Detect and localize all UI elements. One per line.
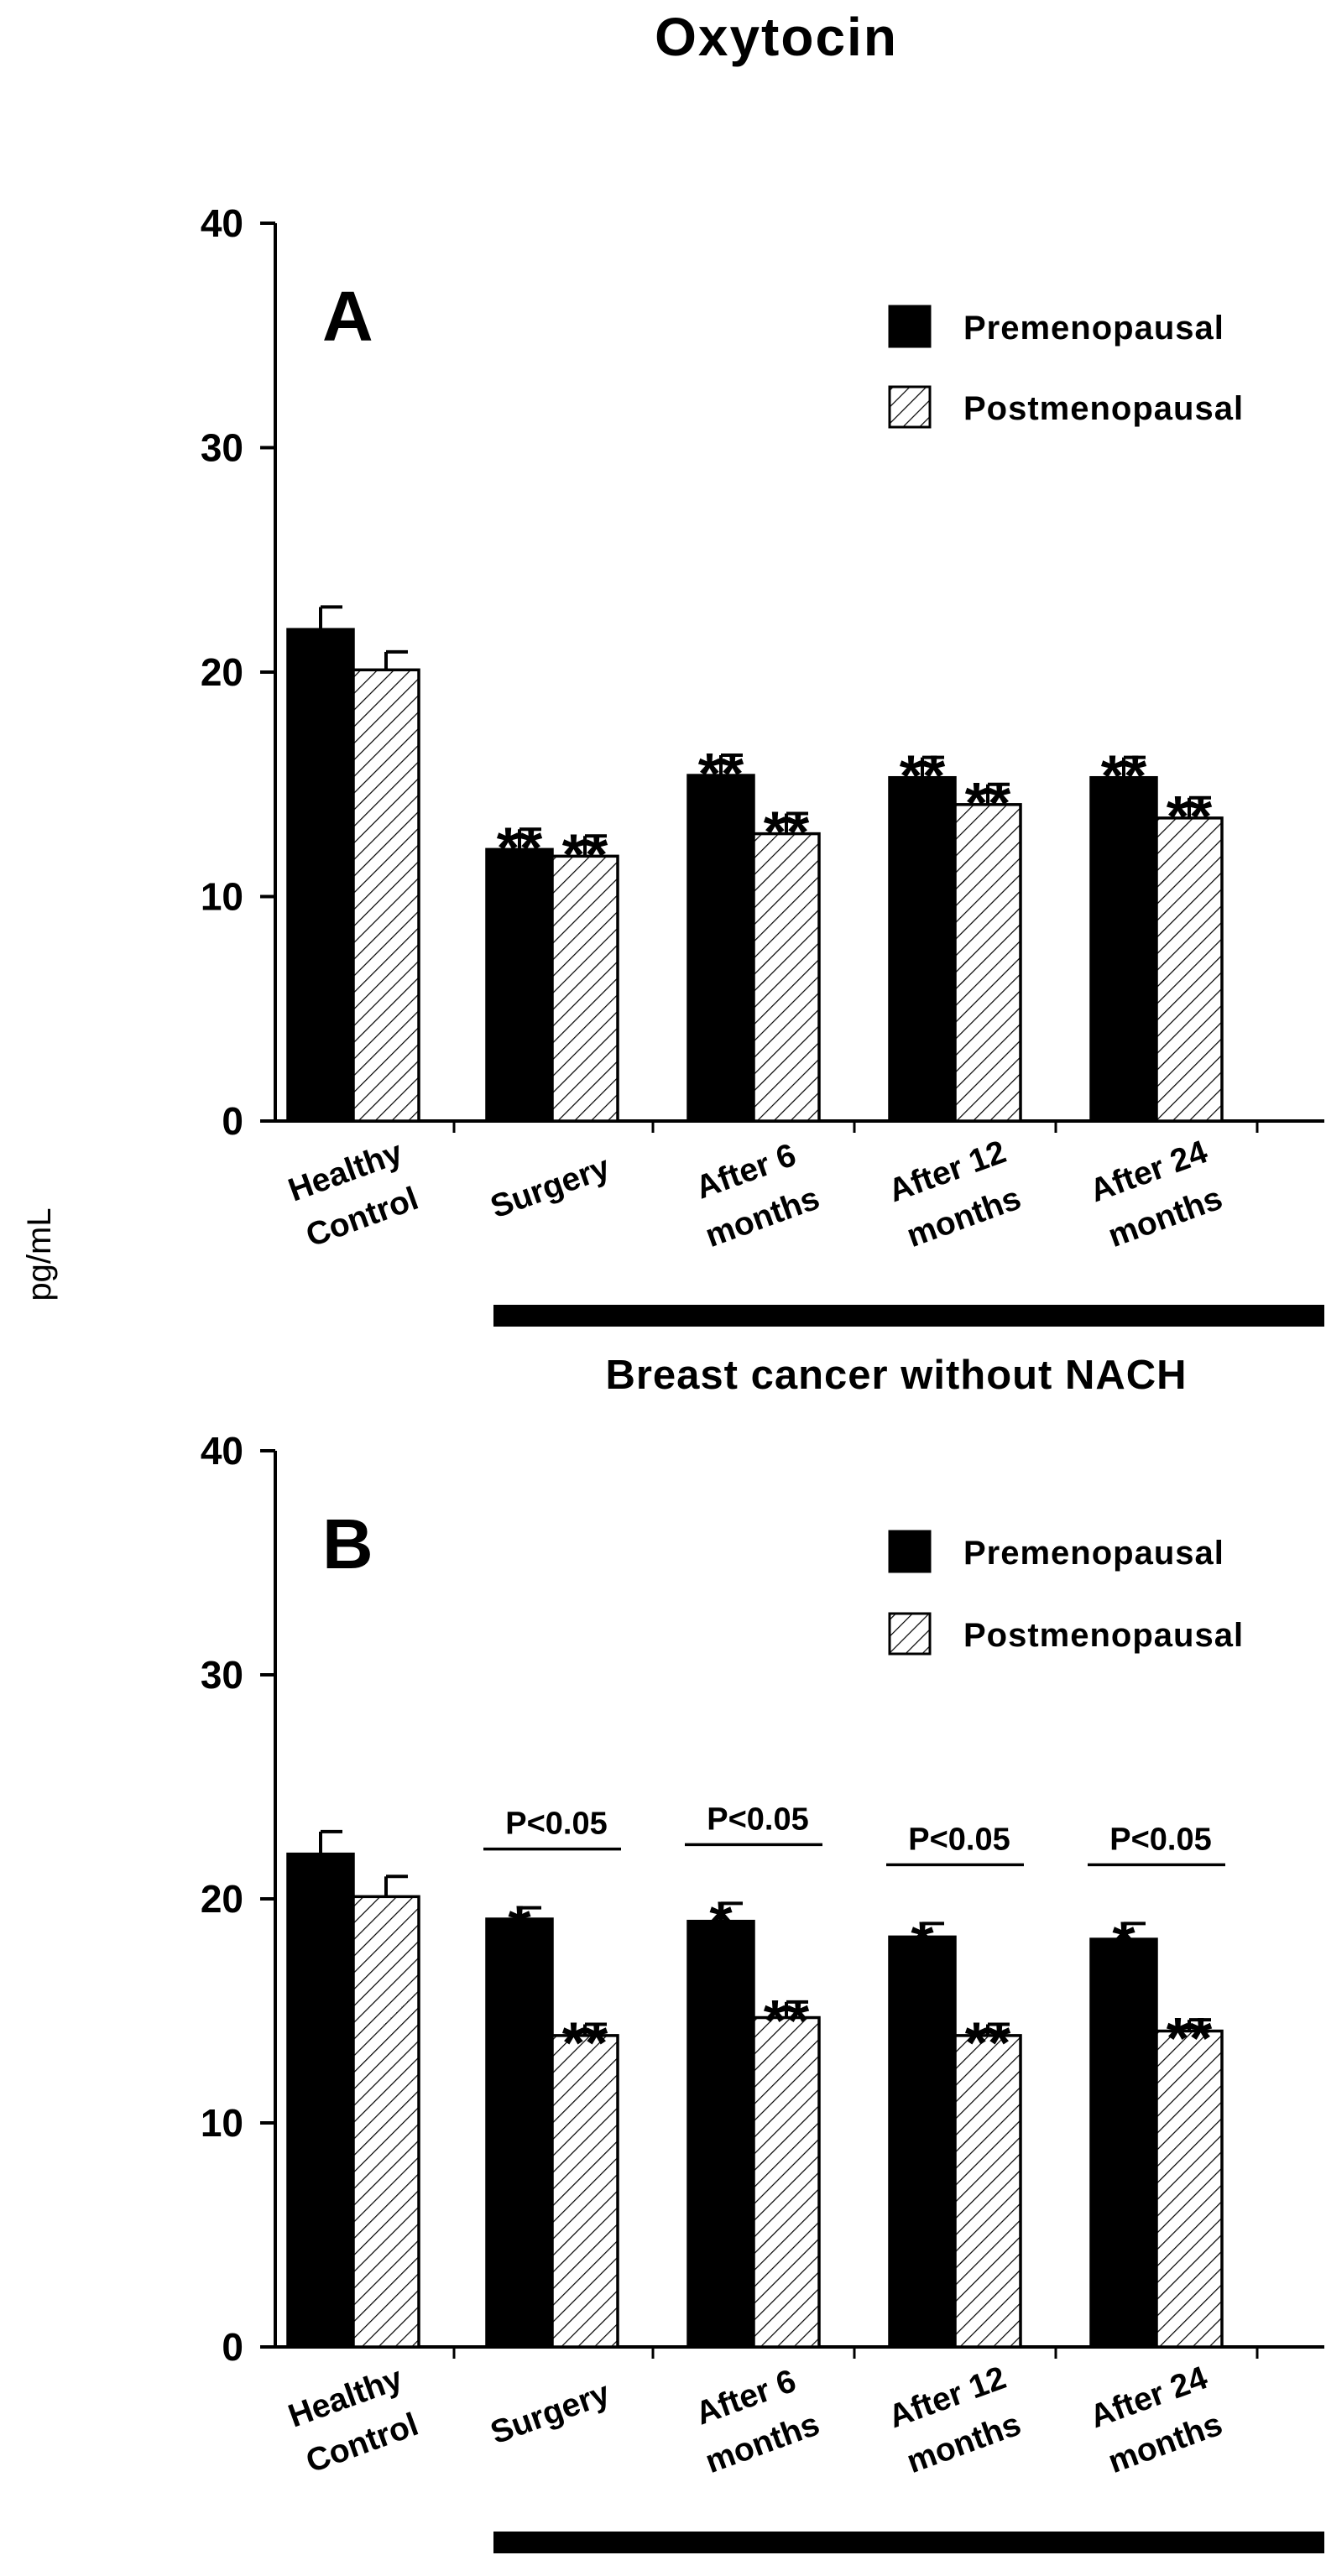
category-label: HealthyControl — [284, 2360, 424, 2480]
comparison-pvalue: P<0.05 — [707, 1802, 809, 1837]
bar-postmenopausal — [352, 1895, 420, 2349]
category-label: After 24months — [1085, 2360, 1229, 2481]
bar-premenopausal — [286, 1852, 355, 2349]
significance-marker: ** — [1167, 784, 1213, 849]
bar-premenopausal — [485, 1917, 554, 2349]
bar-postmenopausal — [752, 2015, 821, 2349]
legend-swatch-premenopausal — [888, 305, 932, 348]
legend-label: Premenopausal — [963, 310, 1224, 347]
bar-postmenopausal — [1155, 816, 1224, 1123]
significance-marker: ** — [562, 2010, 608, 2076]
significance-marker: ** — [900, 743, 946, 809]
category-label: After 6months — [684, 1134, 824, 1254]
category-label: Surgery — [486, 1150, 615, 1226]
significance-marker: ** — [562, 821, 608, 887]
bar-premenopausal — [888, 1935, 957, 2349]
category-label: After 6months — [684, 2360, 824, 2480]
y-tick-label: 20 — [201, 1877, 243, 1921]
bar-postmenopausal — [953, 803, 1022, 1123]
significance-marker: ** — [497, 815, 543, 880]
y-tick-label: 40 — [201, 201, 243, 245]
legend-swatch-premenopausal — [888, 1530, 932, 1573]
category-label-line: Surgery — [486, 1150, 615, 1226]
bar-postmenopausal — [551, 2034, 619, 2349]
y-tick-label: 0 — [222, 1099, 243, 1143]
significance-marker: ** — [1167, 2005, 1213, 2071]
significance-marker: ** — [764, 800, 810, 865]
y-tick-label: 10 — [201, 2101, 243, 2145]
significance-marker: * — [1112, 1909, 1135, 1974]
significance-marker: ** — [1101, 743, 1147, 809]
bar-postmenopausal — [1155, 2029, 1224, 2349]
category-label: After 12months — [884, 2360, 1027, 2481]
y-tick-label: 40 — [201, 1429, 243, 1473]
legend-label: Postmenopausal — [963, 390, 1244, 427]
group-bracket-bar — [493, 1305, 1324, 1327]
group-bracket-bar — [493, 2532, 1324, 2553]
bar-premenopausal — [286, 628, 355, 1123]
significance-marker: ** — [698, 741, 744, 806]
category-label: HealthyControl — [284, 1134, 424, 1254]
panel-letter: B — [322, 1504, 373, 1583]
panel-a-chart: 0 10 20 30 40 A Premenopausal Postmenopausal ** *… — [201, 201, 1324, 1398]
bar-premenopausal — [686, 1919, 755, 2349]
comparison-pvalue: P<0.05 — [1109, 1822, 1212, 1857]
legend-swatch-postmenopausal — [888, 1612, 932, 1656]
significance-marker: * — [911, 1909, 934, 1974]
significance-marker: ** — [965, 2010, 1011, 2076]
significance-marker: ** — [965, 770, 1011, 836]
y-tick-label: 0 — [222, 2325, 243, 2369]
bar-postmenopausal — [752, 832, 821, 1123]
y-tick-label: 30 — [201, 1653, 243, 1697]
y-tick-label: 20 — [201, 650, 243, 694]
category-label: Surgery — [486, 2375, 615, 2452]
legend-label: Premenopausal — [963, 1535, 1224, 1572]
category-label: After 12months — [884, 1134, 1027, 1255]
y-tick-label: 10 — [201, 875, 243, 919]
group-label: Breast cancer without NACH — [605, 1353, 1187, 1398]
y-tick-label: 30 — [201, 426, 243, 470]
y-axis-label: pg/mL — [21, 1207, 58, 1301]
bar-postmenopausal — [551, 854, 619, 1123]
bar-premenopausal — [888, 775, 957, 1123]
legend-swatch-postmenopausal — [888, 385, 932, 429]
bar-premenopausal — [1089, 775, 1158, 1123]
legend-label: Postmenopausal — [963, 1617, 1244, 1654]
category-label: After 24months — [1085, 1134, 1229, 1255]
panel-letter: A — [322, 277, 373, 356]
figure-title: Oxytocin — [655, 7, 898, 67]
comparison-pvalue: P<0.05 — [908, 1822, 1010, 1857]
bar-premenopausal — [686, 774, 755, 1123]
category-label-line: Surgery — [486, 2375, 615, 2452]
bar-premenopausal — [1089, 1937, 1158, 2349]
bar-postmenopausal — [352, 668, 420, 1123]
comparison-pvalue: P<0.05 — [505, 1807, 608, 1842]
bar-premenopausal — [485, 847, 554, 1123]
bar-postmenopausal — [953, 2034, 1022, 2349]
significance-marker: * — [709, 1889, 733, 1954]
significance-marker: * — [508, 1894, 531, 1959]
significance-marker: ** — [764, 1988, 810, 2053]
